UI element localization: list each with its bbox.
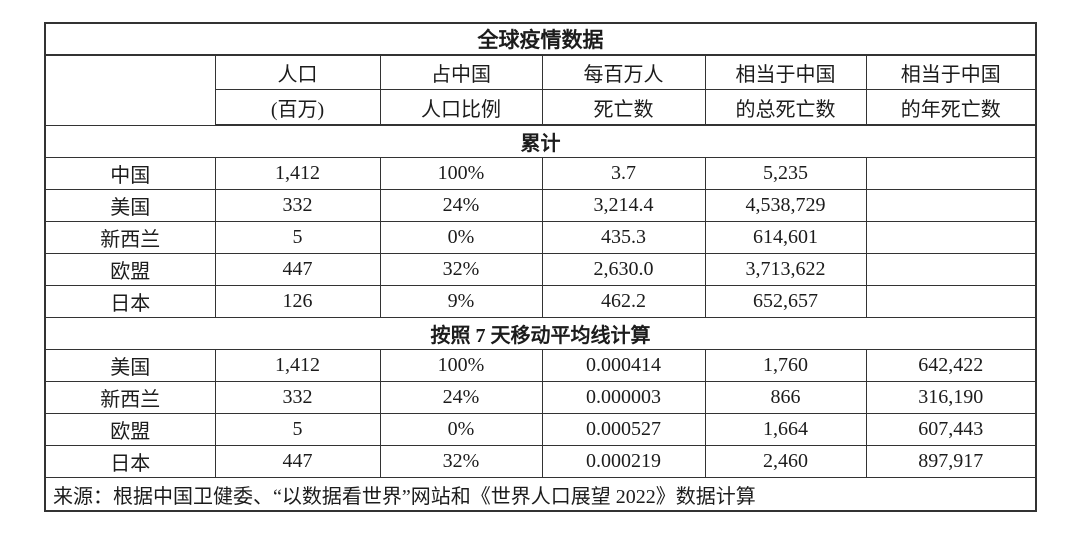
section-header-7day-average: 按照 7 天移动平均线计算 xyxy=(44,317,1037,350)
section-label: 累计 xyxy=(44,124,1037,158)
cell-equiv-total: 2,460 xyxy=(704,445,867,478)
table-title-row: 全球疫情数据 xyxy=(44,22,1037,56)
cell-deaths-per-million: 462.2 xyxy=(541,285,706,318)
section-header-cumulative: 累计 xyxy=(44,124,1037,158)
table-row-nz-cumulative: 新西兰 5 0% 435.3 614,601 xyxy=(44,221,1037,254)
header-cell-equiv-annual-line1: 相当于中国 xyxy=(865,54,1037,90)
cell-equiv-total: 4,538,729 xyxy=(704,189,867,222)
header-cell-equiv-total-line1: 相当于中国 xyxy=(704,54,867,90)
header-cell-equiv-annual-line2: 的年死亡数 xyxy=(865,89,1037,126)
cell-share: 0% xyxy=(379,413,543,446)
header-cell-region xyxy=(44,54,216,126)
header-cell-deaths-per-million-line2: 死亡数 xyxy=(541,89,706,126)
cell-deaths-per-million: 435.3 xyxy=(541,221,706,254)
table-row-eu-cumulative: 欧盟 447 32% 2,630.0 3,713,622 xyxy=(44,253,1037,286)
cell-population: 1,412 xyxy=(214,157,381,190)
table-row-china-cumulative: 中国 1,412 100% 3.7 5,235 xyxy=(44,157,1037,190)
cell-share: 100% xyxy=(379,157,543,190)
cell-equiv-annual xyxy=(865,157,1037,190)
cell-share: 24% xyxy=(379,189,543,222)
row-label: 新西兰 xyxy=(44,221,216,254)
cell-equiv-total: 866 xyxy=(704,381,867,414)
header-cell-population-line1: 人口 xyxy=(214,54,381,90)
cell-share: 100% xyxy=(379,349,543,382)
cell-population: 126 xyxy=(214,285,381,318)
cell-equiv-annual xyxy=(865,189,1037,222)
row-label: 新西兰 xyxy=(44,381,216,414)
table-title: 全球疫情数据 xyxy=(44,22,1037,56)
cell-population: 1,412 xyxy=(214,349,381,382)
row-label: 欧盟 xyxy=(44,253,216,286)
cell-deaths-per-million: 3.7 xyxy=(541,157,706,190)
cell-deaths-per-million: 3,214.4 xyxy=(541,189,706,222)
section-label: 按照 7 天移动平均线计算 xyxy=(44,317,1037,350)
header-cell-deaths-per-million-line1: 每百万人 xyxy=(541,54,706,90)
cell-equiv-annual xyxy=(865,253,1037,286)
header-cell-population-line2: (百万) xyxy=(214,89,381,126)
row-label: 日本 xyxy=(44,445,216,478)
table-row-usa-cumulative: 美国 332 24% 3,214.4 4,538,729 xyxy=(44,189,1037,222)
source-row: 来源：根据中国卫健委、“以数据看世界”网站和《世界人口展望 2022》数据计算 xyxy=(44,477,1037,512)
cell-population: 5 xyxy=(214,221,381,254)
cell-equiv-annual xyxy=(865,285,1037,318)
header-cell-equiv-total-line2: 的总死亡数 xyxy=(704,89,867,126)
cell-population: 332 xyxy=(214,381,381,414)
cell-equiv-annual: 897,917 xyxy=(865,445,1037,478)
header-row-2: (百万) 人口比例 死亡数 的总死亡数 的年死亡数 xyxy=(45,89,1037,126)
cell-equiv-total: 1,664 xyxy=(704,413,867,446)
row-label: 中国 xyxy=(44,157,216,190)
cell-equiv-total: 3,713,622 xyxy=(704,253,867,286)
cell-population: 332 xyxy=(214,189,381,222)
cell-equiv-total: 614,601 xyxy=(704,221,867,254)
table-row-japan-cumulative: 日本 126 9% 462.2 652,657 xyxy=(44,285,1037,318)
table-row-usa-7day: 美国 1,412 100% 0.000414 1,760 642,422 xyxy=(44,349,1037,382)
cell-deaths-per-million: 0.000219 xyxy=(541,445,706,478)
cell-population: 5 xyxy=(214,413,381,446)
row-label: 美国 xyxy=(44,189,216,222)
cell-share: 32% xyxy=(379,445,543,478)
table-row-eu-7day: 欧盟 5 0% 0.000527 1,664 607,443 xyxy=(44,413,1037,446)
cell-equiv-annual: 642,422 xyxy=(865,349,1037,382)
cell-deaths-per-million: 2,630.0 xyxy=(541,253,706,286)
cell-deaths-per-million: 0.000414 xyxy=(541,349,706,382)
cell-population: 447 xyxy=(214,253,381,286)
row-label: 美国 xyxy=(44,349,216,382)
cell-deaths-per-million: 0.000527 xyxy=(541,413,706,446)
cell-equiv-annual: 316,190 xyxy=(865,381,1037,414)
header-cell-share-line2: 人口比例 xyxy=(379,89,543,126)
source-note: 来源：根据中国卫健委、“以数据看世界”网站和《世界人口展望 2022》数据计算 xyxy=(44,477,1037,512)
cell-equiv-annual: 607,443 xyxy=(865,413,1037,446)
cell-share: 9% xyxy=(379,285,543,318)
cell-equiv-annual xyxy=(865,221,1037,254)
row-label: 日本 xyxy=(44,285,216,318)
epidemic-data-table: 全球疫情数据 人口 占中国 每百万人 相当于中国 相当于中国 (百万) 人口比例… xyxy=(44,22,1038,512)
header-cell-share-line1: 占中国 xyxy=(379,54,543,90)
cell-share: 24% xyxy=(379,381,543,414)
cell-equiv-total: 5,235 xyxy=(704,157,867,190)
cell-equiv-total: 652,657 xyxy=(704,285,867,318)
table-row-nz-7day: 新西兰 332 24% 0.000003 866 316,190 xyxy=(44,381,1037,414)
header-row-1: 人口 占中国 每百万人 相当于中国 相当于中国 xyxy=(44,54,1037,126)
cell-equiv-total: 1,760 xyxy=(704,349,867,382)
row-label: 欧盟 xyxy=(44,413,216,446)
table-row-japan-7day: 日本 447 32% 0.000219 2,460 897,917 xyxy=(44,445,1037,478)
cell-share: 0% xyxy=(379,221,543,254)
cell-population: 447 xyxy=(214,445,381,478)
cell-deaths-per-million: 0.000003 xyxy=(541,381,706,414)
cell-share: 32% xyxy=(379,253,543,286)
